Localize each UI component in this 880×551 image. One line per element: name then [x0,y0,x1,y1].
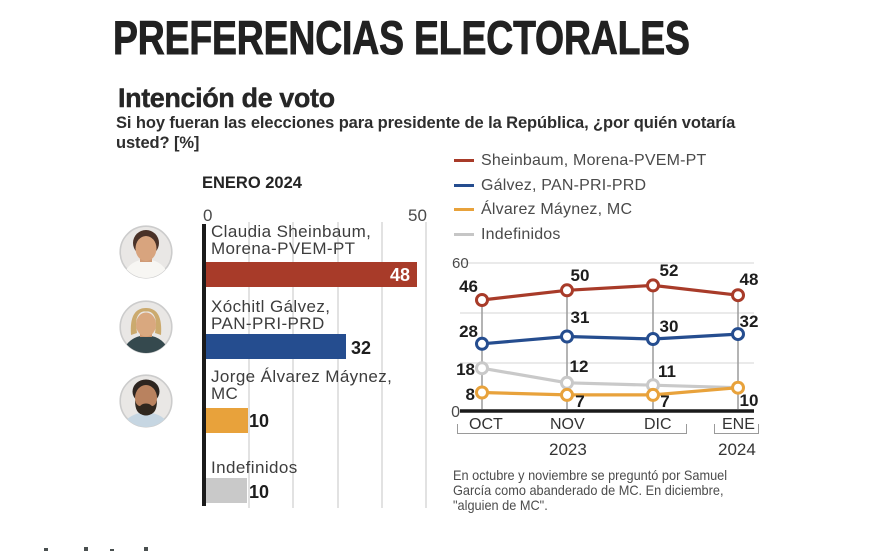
svg-text:28: 28 [459,322,478,341]
svg-text:50: 50 [571,266,590,285]
svg-text:10: 10 [740,391,759,410]
svg-text:7: 7 [660,392,669,411]
svg-text:12: 12 [570,357,589,376]
svg-text:46: 46 [459,277,478,296]
svg-text:7: 7 [575,392,584,411]
svg-text:0: 0 [451,404,460,421]
svg-text:8: 8 [466,385,475,404]
svg-text:32: 32 [740,312,759,331]
svg-text:11: 11 [658,362,676,381]
svg-text:18: 18 [456,360,475,379]
svg-text:48: 48 [740,270,759,289]
svg-text:60: 60 [452,255,469,272]
svg-text:52: 52 [660,261,679,280]
svg-text:30: 30 [660,317,679,336]
svg-text:31: 31 [571,308,590,327]
